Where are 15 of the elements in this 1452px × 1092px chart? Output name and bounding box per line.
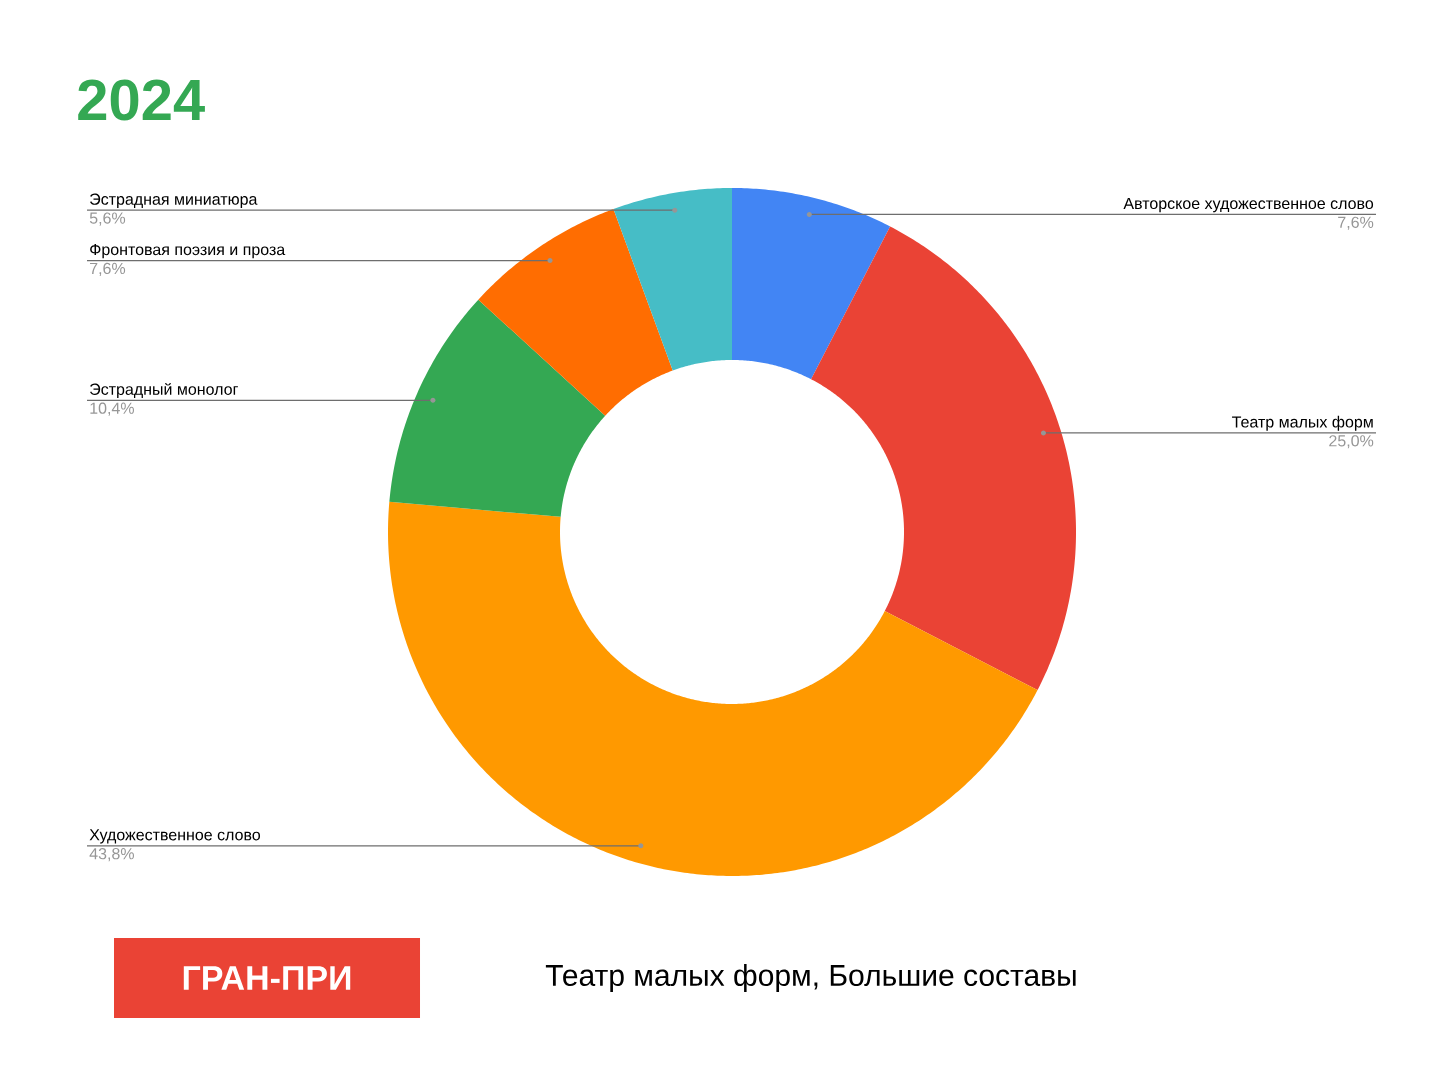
chart-title: 2024 xyxy=(78,79,205,121)
slice-label: Авторское художественное слово xyxy=(1123,197,1374,213)
data-label: 5,6% xyxy=(89,212,126,226)
slice-label: Художественное слово xyxy=(89,829,261,844)
data-label: 10,4% xyxy=(90,402,134,416)
data-label: 7,6% xyxy=(90,262,126,276)
text: ГРАН-ПРИ xyxy=(183,966,351,990)
data-label: 43,8% xyxy=(89,848,134,862)
slice-label: Эстрадная миниатюра xyxy=(90,193,258,209)
data-label: 25,0% xyxy=(1329,435,1374,449)
text: Театр малых форм, Большие составы xyxy=(545,964,1076,992)
slice-label: Театр малых форм xyxy=(1232,415,1373,431)
slice-label: Фронтовая поэзия и проза xyxy=(90,243,286,259)
slice-label: Эстрадный монолог xyxy=(90,382,238,399)
data-label: 7,6% xyxy=(1338,216,1374,230)
